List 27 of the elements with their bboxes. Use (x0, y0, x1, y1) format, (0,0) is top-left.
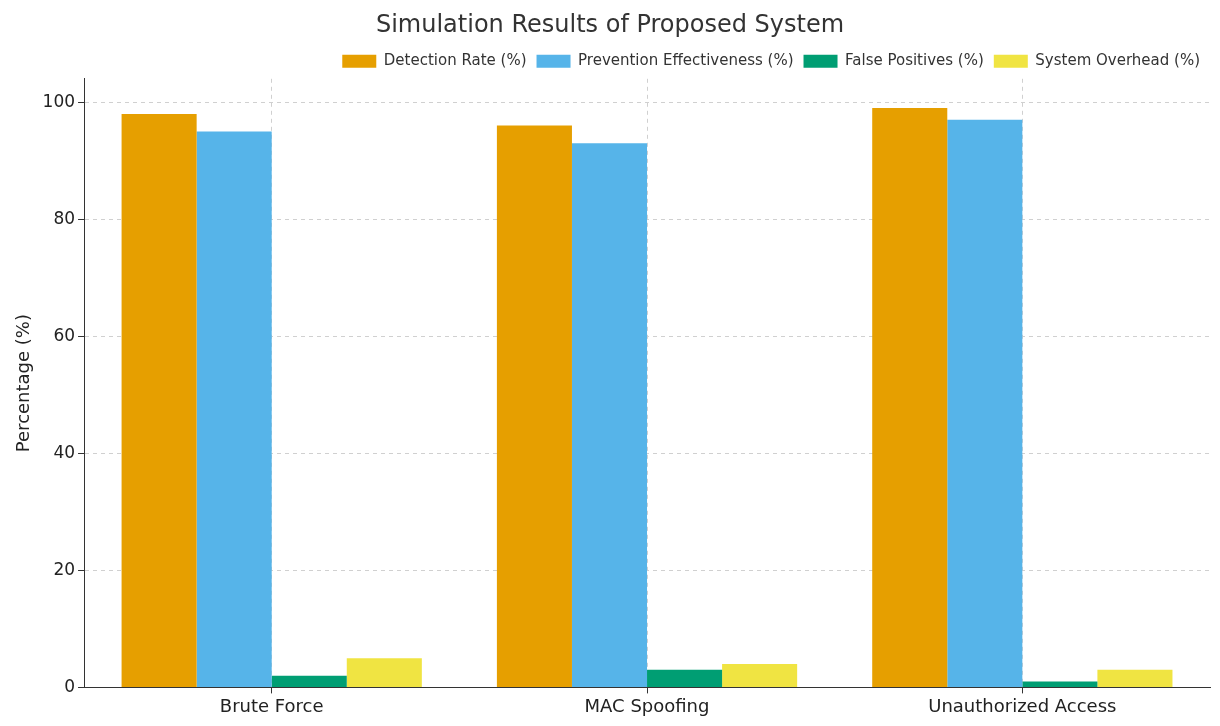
bar (496, 125, 572, 687)
bar (346, 658, 422, 687)
y-tick-label: 60 (53, 324, 76, 345)
y-tick-label: 100 (42, 90, 76, 111)
bar (196, 131, 272, 687)
x-tick-label: Brute Force (219, 694, 324, 716)
legend-label: System Overhead (%) (1035, 51, 1201, 70)
bar (571, 143, 648, 687)
bar (722, 663, 798, 687)
bar (271, 675, 347, 687)
x-tick-label: Unauthorized Access (928, 694, 1117, 716)
y-tick-label: 20 (53, 558, 76, 579)
legend-label: Prevention Effectiveness (%) (578, 51, 794, 70)
legend-label: False Positives (%) (845, 51, 984, 70)
bar (872, 108, 948, 687)
bar (1022, 681, 1098, 687)
legend-label: Detection Rate (%) (383, 51, 527, 70)
y-axis-title: Percentage (%) (12, 314, 34, 453)
y-tick-label: 40 (53, 441, 76, 462)
y-tick-label: 0 (64, 675, 76, 696)
bar (1097, 669, 1173, 687)
bar (121, 113, 197, 687)
y-tick-label: 80 (53, 207, 76, 228)
bar (947, 119, 1023, 687)
chart-title: Simulation Results of Proposed System (375, 9, 845, 38)
x-tick-label: MAC Spoofing (584, 694, 710, 716)
bar (647, 669, 723, 687)
